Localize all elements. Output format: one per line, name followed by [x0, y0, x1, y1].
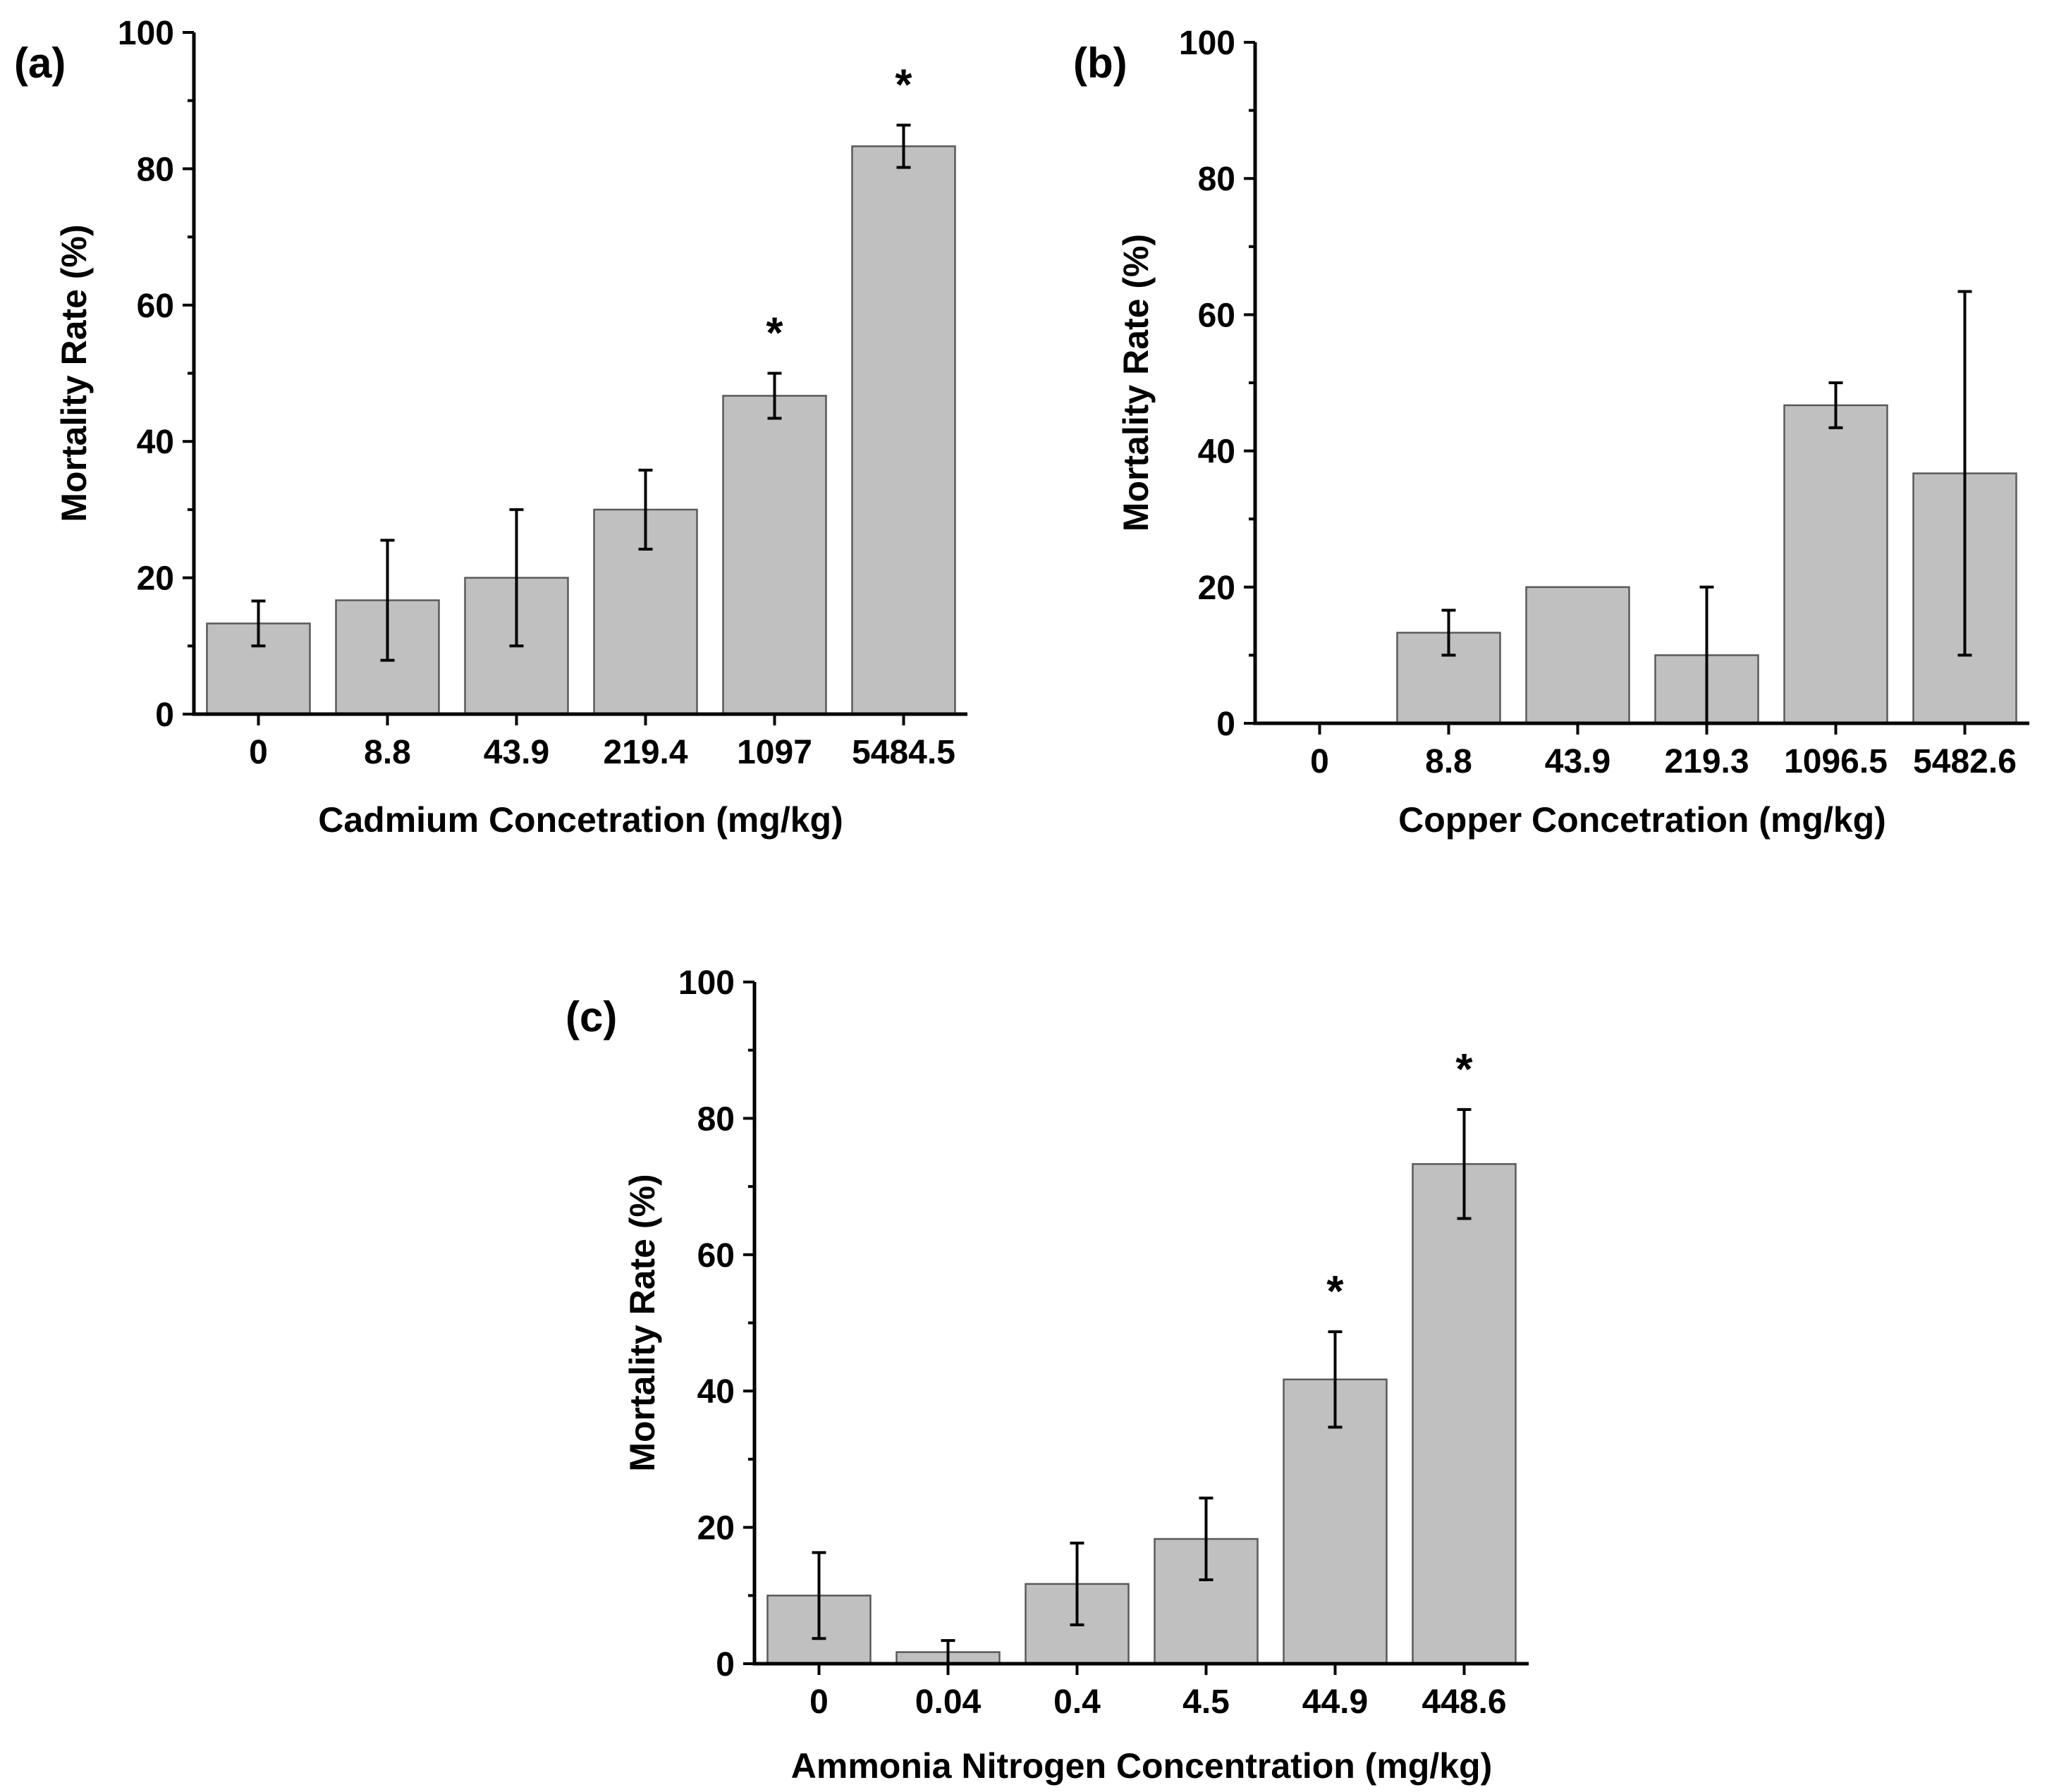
x-tick-label-0.04: 0.04 — [915, 1683, 982, 1721]
error-bar-0.4 — [1070, 1541, 1084, 1626]
x-tick-label-8.8: 8.8 — [1425, 743, 1472, 780]
error-bar-43.9 — [509, 508, 524, 648]
x-tick-label-1096.5: 1096.5 — [1784, 743, 1888, 780]
y-tick-label: 100 — [678, 964, 735, 1002]
y-tick-label: 40 — [1198, 434, 1235, 471]
x-tick-label-0: 0 — [249, 734, 268, 771]
y-tick-label: 100 — [1179, 25, 1235, 62]
y-tick-label: 40 — [137, 424, 174, 461]
error-bar-44.9 — [1328, 1330, 1343, 1429]
panel-b-chart: 0 20 40 60 80 100 0 8.8 43.9 219.3 1096.5 5482.6 Cop… — [1073, 25, 2029, 840]
y-tick-label: 20 — [697, 1510, 735, 1547]
y-tick-label: 60 — [1198, 297, 1235, 334]
panel-label: (b) — [1073, 39, 1127, 87]
x-tick-label-219.4: 219.4 — [603, 734, 687, 771]
y-tick-label: 20 — [1198, 570, 1235, 607]
error-bar-219.4 — [638, 468, 653, 551]
x-tick-label-44.9: 44.9 — [1302, 1683, 1368, 1721]
error-bar-1097 — [767, 372, 782, 420]
x-tick-label-0: 0 — [809, 1683, 829, 1721]
error-bar-448.6 — [1457, 1107, 1472, 1220]
bar-43.9 — [1525, 586, 1630, 725]
x-tick-label-43.9: 43.9 — [1545, 743, 1610, 780]
x-tick-label-1097: 1097 — [737, 734, 812, 771]
x-tick-label-5484.5: 5484.5 — [852, 734, 955, 771]
error-bar-5484.5 — [896, 123, 911, 169]
y-tick-label: 0 — [716, 1646, 735, 1683]
y-axis-title: Mortality Rate (%) — [1116, 234, 1156, 532]
y-tick-label: 80 — [1198, 161, 1235, 198]
error-bar-4.5 — [1199, 1497, 1214, 1582]
error-bar-8.8 — [380, 539, 395, 662]
y-tick-label: 60 — [697, 1237, 735, 1275]
error-bar-1096.5 — [1828, 381, 1843, 429]
y-axis-title: Mortality Rate (%) — [54, 224, 94, 522]
x-tick-label-219.3: 219.3 — [1664, 743, 1749, 780]
y-tick-label: 0 — [1216, 706, 1235, 743]
x-axis-title: Copper Concetration (mg/kg) — [1398, 800, 1886, 840]
error-bar-0 — [812, 1551, 826, 1640]
error-bar-8.8 — [1441, 608, 1456, 657]
error-bar-0 — [251, 599, 266, 648]
bar-5484.5 — [851, 145, 956, 716]
significance-marker: * — [1326, 1268, 1344, 1316]
x-tick-label-43.9: 43.9 — [484, 734, 549, 771]
bar-1096.5 — [1783, 404, 1888, 725]
x-axis-title: Ammonia Nitrogen Concentration (mg/kg) — [791, 1746, 1492, 1786]
x-tick-label-5482.6: 5482.6 — [1913, 743, 2017, 780]
y-tick-label: 0 — [155, 696, 174, 734]
significance-marker: * — [895, 61, 912, 110]
panel-c-chart: * * 0 20 40 60 80 100 0 0.04 0.4 4.5 44.9 448.6 Ammoni… — [566, 964, 1529, 1786]
panel-a-chart: * * 0 20 40 60 80 100 0 8.8 43.9 219.4 1097 5484.5Cad… — [14, 15, 967, 840]
y-tick-label: 60 — [137, 288, 174, 325]
x-tick-label-448.6: 448.6 — [1422, 1683, 1506, 1721]
bar-448.6 — [1412, 1162, 1517, 1665]
x-tick-label-8.8: 8.8 — [364, 734, 411, 771]
panel-label: (c) — [566, 993, 617, 1041]
y-tick-label: 80 — [697, 1100, 735, 1138]
significance-marker: * — [766, 309, 783, 358]
y-axis-title: Mortality Rate (%) — [623, 1174, 662, 1471]
x-tick-label-4.5: 4.5 — [1182, 1683, 1230, 1721]
error-bar-5482.6 — [1957, 290, 1972, 657]
x-tick-label-0: 0 — [1310, 743, 1329, 780]
y-tick-label: 80 — [137, 151, 174, 188]
y-tick-label: 40 — [697, 1373, 735, 1411]
y-tick-label: 20 — [137, 560, 174, 598]
x-axis-title: Cadmium Concetration (mg/kg) — [318, 800, 843, 840]
x-tick-label-0.4: 0.4 — [1053, 1683, 1101, 1721]
panel-label: (a) — [14, 39, 66, 87]
y-tick-label: 100 — [118, 15, 174, 52]
significance-marker: * — [1455, 1045, 1473, 1094]
bar-1097 — [722, 395, 827, 716]
